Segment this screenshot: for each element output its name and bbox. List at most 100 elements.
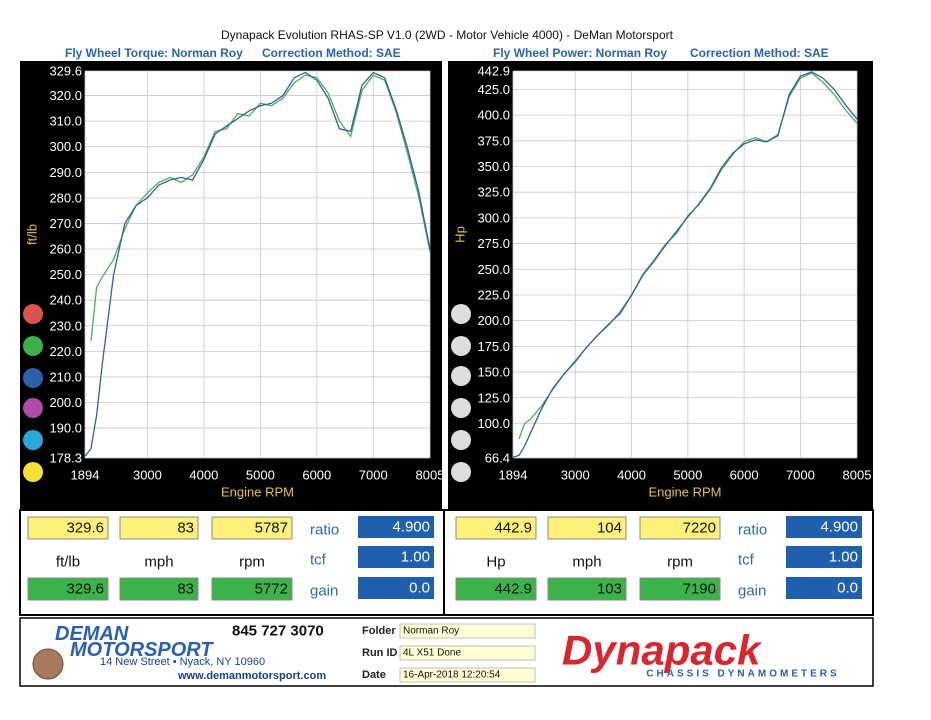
y-tick-label: 240.0 [49,293,82,308]
run-button[interactable] [23,430,43,450]
readout-unit: rpm [239,554,265,571]
plot-area [513,71,857,458]
brand: Dynapack [562,627,763,674]
param-label: ratio [310,522,339,539]
readout-value: 442.9 [494,581,532,598]
x-tick-label: 1894 [499,468,528,483]
run-button[interactable] [23,336,43,356]
y-tick-label: 175.0 [477,339,510,354]
y-axis-label: Hp [453,226,468,243]
field-value: 16-Apr-2018 12:20:54 [403,670,501,681]
readout-box [27,577,109,601]
run-button[interactable] [451,430,471,450]
param-label: tcf [310,552,327,569]
readout-box [119,516,199,540]
y-tick-label: 125.0 [477,390,510,405]
y-tick-label: 190.0 [49,421,82,436]
readout-unit: Hp [486,554,505,571]
y-tick-label: 442.9 [477,64,510,79]
series-line [84,71,431,457]
field-box [399,623,536,639]
param-label: gain [310,583,338,600]
website: www.demanmotorsport.com [177,670,326,682]
y-tick-label: 100.0 [477,416,510,431]
readout-value: 104 [597,520,622,537]
param-box [358,546,434,568]
logo-text: DEMAN [55,623,129,645]
y-tick-label: 150.0 [477,365,510,380]
x-tick-label: 3000 [561,468,590,483]
x-tick-label: 7000 [786,468,815,483]
param-label: tcf [738,552,755,569]
readout-value: 83 [177,581,194,598]
chart-subtitle: Correction Method: SAE [262,46,401,60]
run-button[interactable] [23,462,43,482]
param-label: ratio [738,522,767,539]
y-tick-label: 290.0 [49,165,82,180]
param-value: 4.900 [392,519,430,536]
y-axis-label: ft/lb [25,224,40,245]
chart-title: Fly Wheel Power: Norman Roy [493,46,667,60]
readout-box [455,516,537,540]
run-button[interactable] [451,336,471,356]
run-button[interactable] [451,398,471,418]
param-box [786,516,862,538]
y-tick-label: 275.0 [477,236,510,251]
y-tick-label: 329.6 [49,64,82,79]
logo-text: MOTORSPORT [70,639,214,661]
chart-subtitle: Correction Method: SAE [690,46,829,60]
y-tick-label: 250.0 [49,267,82,282]
x-tick-label: 3000 [133,468,162,483]
readout-value: 5772 [255,581,288,598]
x-tick-label: 5000 [246,468,275,483]
readout-unit: mph [572,554,601,571]
x-axis-label: Engine RPM [649,485,722,500]
run-button[interactable] [23,304,43,324]
run-button[interactable] [451,462,471,482]
y-tick-label: 280.0 [49,190,82,205]
readout-box [119,577,199,601]
run-button[interactable] [451,366,471,386]
y-tick-label: 350.0 [477,159,510,174]
param-value: 0.0 [837,580,858,597]
y-tick-label: 210.0 [49,369,82,384]
run-button[interactable] [23,368,43,388]
logo-emblem [32,648,64,680]
readout-box [211,516,293,540]
readout-value: 442.9 [494,520,532,537]
y-tick-label: 300.0 [477,210,510,225]
param-box [358,577,434,599]
y-tick-label: 200.0 [477,313,510,328]
y-tick-label: 425.0 [477,82,510,97]
readout-box [547,577,627,601]
param-label: gain [738,583,766,600]
field-label: Folder [362,625,396,637]
param-value: 1.00 [829,549,858,566]
readout-box [211,577,293,601]
y-tick-label: 225.0 [477,287,510,302]
readout-box [455,577,537,601]
readout-value: 7220 [683,520,716,537]
run-selectors [23,304,471,482]
run-button[interactable] [451,304,471,324]
x-tick-label: 4000 [189,468,218,483]
y-tick-label: 320.0 [49,88,82,103]
y-tick-label: 220.0 [49,344,82,359]
readout-value: 329.6 [66,520,104,537]
param-value: 4.900 [820,519,858,536]
y-tick-label: 178.3 [49,451,82,466]
field-value: Norman Roy [403,626,459,637]
run-button[interactable] [23,398,43,418]
y-tick-label: 325.0 [477,185,510,200]
readout-value: 103 [597,581,622,598]
series-line [90,74,431,342]
readout-unit: rpm [667,554,693,571]
tagline: CHASSIS DYNAMOMETERS [646,669,839,680]
y-tick-label: 200.0 [49,395,82,410]
field-box [399,645,536,661]
field-value: 4L X51 Done [403,648,461,659]
plot-area [85,71,430,458]
y-tick-label: 400.0 [477,108,510,123]
address: 14 New Street • Nyack, NY 10960 [100,656,265,668]
